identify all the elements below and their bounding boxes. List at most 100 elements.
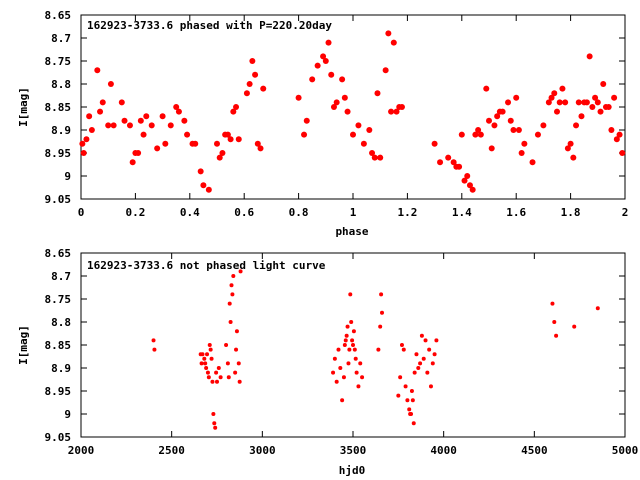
data-point <box>212 421 217 426</box>
data-point <box>257 145 264 152</box>
data-point <box>347 347 352 352</box>
data-point <box>143 113 150 120</box>
axis-ticks: 0 0.2 0.4 0.6 0.8 1 1.2 1.4 1.6 1.8 2 8.65 8.7 8.75 8.… <box>45 9 629 219</box>
data-point <box>227 136 234 143</box>
data-point <box>340 398 345 403</box>
data-point <box>403 384 408 389</box>
data-point <box>518 150 525 156</box>
data-point <box>86 113 93 120</box>
plot-title: 162923-3733.6 phased with P=220.20day <box>87 19 332 32</box>
data-point <box>374 90 381 97</box>
data-point <box>567 140 574 147</box>
y-tick-label: 9 <box>64 408 71 421</box>
data-point <box>552 320 557 324</box>
data-point <box>371 154 378 161</box>
data-point <box>118 99 125 106</box>
data-point <box>334 379 339 384</box>
data-point <box>348 292 353 297</box>
data-point <box>554 333 559 338</box>
data-point <box>407 407 412 412</box>
data-point <box>202 356 207 361</box>
data-point <box>346 361 351 366</box>
x-tick-label: 2 <box>622 206 629 219</box>
data-point <box>369 150 376 156</box>
data-point <box>295 94 302 101</box>
data-point <box>205 186 212 193</box>
y-tick-label: 8.7 <box>51 32 71 45</box>
data-point <box>225 361 230 366</box>
data-point <box>521 140 528 147</box>
data-point <box>398 375 403 380</box>
data-point <box>154 145 161 152</box>
data-point <box>341 375 346 380</box>
data-point <box>600 81 607 87</box>
data-point <box>570 154 577 161</box>
data-point <box>325 39 332 46</box>
data-point <box>572 324 577 329</box>
data-point <box>249 58 256 64</box>
data-point <box>309 76 316 83</box>
data-point <box>80 150 87 156</box>
data-point <box>231 274 236 278</box>
data-point <box>385 30 392 37</box>
data-point <box>175 108 182 115</box>
data-point <box>613 136 620 143</box>
y-tick-label: 8.9 <box>51 124 71 137</box>
data-point <box>218 375 223 380</box>
data-point <box>428 384 433 389</box>
data-point <box>209 356 214 361</box>
data-point <box>140 131 147 138</box>
data-point <box>205 370 210 375</box>
data-point <box>320 53 327 60</box>
data-point <box>206 375 211 380</box>
data-point <box>575 99 582 106</box>
y-tick-label: 8.75 <box>45 55 72 68</box>
data-point <box>338 366 343 370</box>
data-point <box>548 94 555 101</box>
data-point <box>431 140 438 147</box>
y-tick-label: 8.95 <box>45 385 72 398</box>
data-point <box>597 108 604 115</box>
data-point <box>469 186 476 193</box>
data-point <box>235 136 242 143</box>
data-point <box>159 113 166 120</box>
data-point <box>230 108 237 115</box>
data-point <box>586 53 593 60</box>
data-point <box>594 99 601 106</box>
data-point <box>380 310 385 315</box>
data-point <box>200 182 207 189</box>
y-tick-label: 8.65 <box>45 247 72 260</box>
data-point <box>366 127 373 133</box>
data-point <box>529 159 536 166</box>
data-point <box>551 90 558 97</box>
y-tick-label: 8.75 <box>45 293 72 306</box>
plot-frame <box>80 14 626 200</box>
y-tick-label: 8.9 <box>51 362 71 375</box>
unphased-light-curve-plot: 162923-3733.6 not phased light curve hjd… <box>17 247 638 477</box>
data-point <box>360 140 367 147</box>
data-point <box>343 338 348 343</box>
data-point <box>619 150 626 156</box>
data-point <box>350 338 355 343</box>
data-point <box>507 117 514 124</box>
data-point <box>129 159 136 166</box>
data-point <box>510 127 517 133</box>
data-points <box>79 30 626 193</box>
data-point <box>246 81 253 87</box>
y-tick-label: 9.05 <box>45 193 72 206</box>
data-point <box>339 76 346 83</box>
data-point <box>94 67 101 74</box>
data-point <box>199 361 204 366</box>
y-tick-label: 8.7 <box>51 270 71 283</box>
data-point <box>226 375 231 380</box>
data-point <box>550 301 555 306</box>
data-point <box>99 99 106 106</box>
y-tick-label: 9 <box>64 170 71 183</box>
y-tick-label: 8.85 <box>45 339 72 352</box>
data-point <box>351 329 356 334</box>
data-point <box>360 375 365 380</box>
data-point <box>354 370 359 375</box>
data-point <box>137 117 144 124</box>
data-point <box>458 131 465 138</box>
data-point <box>328 71 335 78</box>
